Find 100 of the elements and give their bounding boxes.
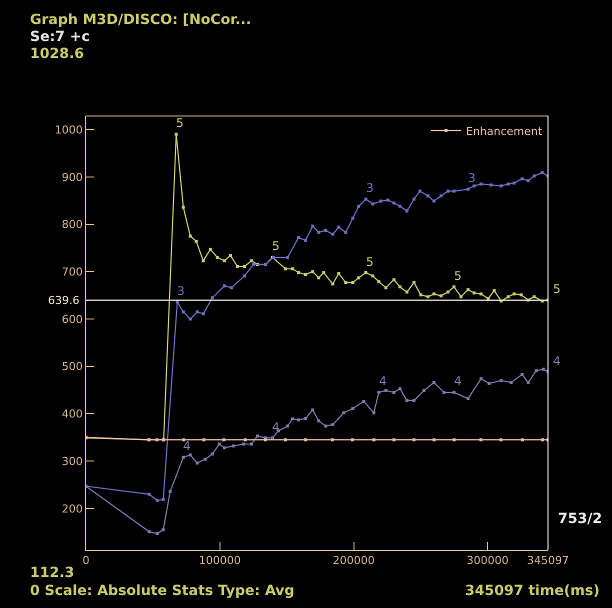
point	[405, 290, 408, 294]
point	[182, 438, 186, 442]
point	[286, 424, 290, 428]
point	[286, 256, 290, 259]
point	[386, 198, 390, 202]
y-tick-label: 700	[62, 265, 83, 278]
x-tick-label: 100000	[198, 554, 241, 568]
point	[322, 271, 326, 274]
point	[466, 397, 470, 400]
point	[182, 310, 185, 314]
point	[412, 198, 416, 201]
point	[442, 390, 446, 394]
point	[466, 288, 470, 292]
point	[236, 264, 239, 268]
point	[480, 377, 483, 380]
point	[377, 280, 380, 284]
point	[337, 272, 340, 276]
point	[384, 286, 388, 290]
point	[337, 226, 340, 229]
y-tick-label: 200	[62, 502, 83, 516]
x-tick-label: 345097	[527, 554, 569, 568]
y-tick-label: 600	[62, 312, 83, 326]
point	[222, 284, 226, 288]
annotation: 4	[183, 439, 191, 453]
point	[202, 438, 206, 442]
annotation: 5	[272, 239, 280, 253]
point	[252, 263, 255, 266]
point	[218, 442, 221, 446]
point	[156, 532, 159, 536]
point	[174, 132, 178, 136]
point	[540, 171, 544, 174]
point	[412, 438, 416, 442]
annotation: 3	[468, 171, 476, 185]
point	[182, 206, 185, 209]
point	[222, 446, 226, 450]
point	[222, 438, 226, 442]
point	[204, 458, 207, 461]
point	[311, 270, 314, 274]
point	[155, 438, 158, 442]
point	[392, 278, 396, 282]
point	[520, 372, 524, 376]
point	[510, 380, 513, 384]
point	[362, 400, 366, 403]
point	[210, 296, 214, 300]
point	[422, 389, 426, 392]
x-tick-label: 300000	[466, 554, 509, 568]
point	[500, 379, 503, 382]
point	[492, 289, 496, 292]
line-series	[86, 368, 548, 536]
annotation: 5	[176, 116, 184, 130]
point	[284, 267, 287, 270]
annotation: 4	[272, 420, 280, 434]
annotation: 4	[553, 354, 561, 368]
point	[291, 267, 294, 270]
point	[148, 492, 151, 496]
point	[324, 424, 328, 428]
point	[405, 210, 408, 213]
point	[398, 387, 402, 390]
point	[532, 295, 536, 298]
point	[304, 238, 308, 242]
point	[500, 184, 503, 188]
annotation: 3	[177, 284, 185, 298]
point	[526, 380, 530, 384]
point	[520, 438, 524, 442]
y-tick-label: 400	[62, 408, 83, 421]
point	[357, 276, 360, 280]
point	[331, 232, 334, 236]
point	[330, 438, 334, 442]
point	[480, 182, 483, 186]
point	[488, 382, 491, 385]
point	[168, 490, 172, 493]
annotation: 5	[553, 282, 561, 296]
point	[432, 200, 436, 203]
point	[452, 390, 456, 394]
point	[432, 438, 436, 442]
point	[371, 274, 374, 278]
point	[196, 461, 199, 464]
point	[222, 259, 226, 262]
y-tick-label: 300	[62, 454, 83, 468]
point	[541, 438, 544, 442]
point	[398, 285, 402, 288]
point	[351, 407, 354, 410]
point	[188, 234, 192, 238]
point	[304, 416, 308, 420]
point	[311, 224, 314, 228]
x-tick-label: 200000	[332, 554, 375, 568]
y-tick-label: 500	[62, 360, 83, 374]
point	[324, 228, 328, 232]
point	[148, 530, 151, 534]
point	[210, 452, 214, 456]
point	[182, 456, 185, 459]
point	[512, 292, 516, 296]
point	[162, 498, 165, 501]
point	[500, 438, 503, 442]
annotation: 4	[379, 374, 387, 388]
point	[228, 254, 232, 258]
point	[398, 204, 402, 208]
annotation: 3	[366, 181, 374, 195]
point	[534, 369, 538, 372]
point	[317, 230, 320, 234]
